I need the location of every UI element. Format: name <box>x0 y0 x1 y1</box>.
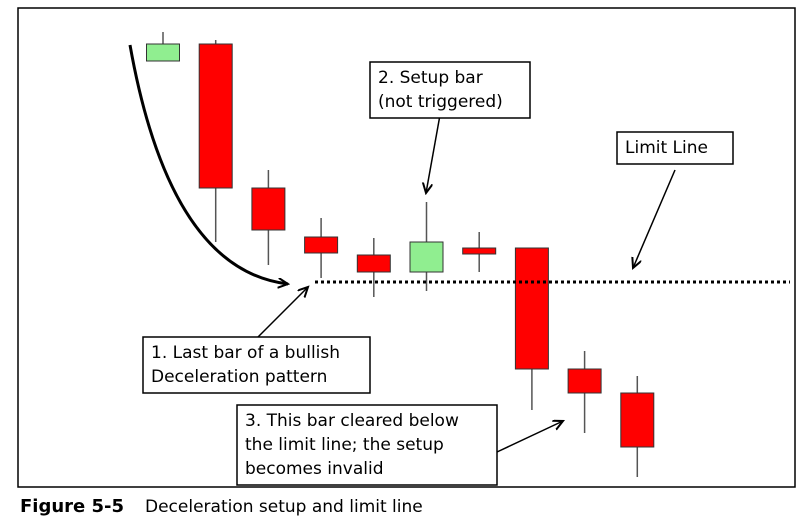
arrow <box>633 169 676 268</box>
candle-body <box>198 43 233 189</box>
annotation-text: the limit line; the setup <box>245 435 444 455</box>
annotation-box <box>142 336 371 394</box>
annotation-text: 3. This bar cleared below <box>245 411 459 431</box>
caption-label: Figure 5-5 <box>20 496 124 517</box>
annotation-box <box>236 404 498 486</box>
arrow <box>426 114 441 193</box>
arrow <box>257 287 308 338</box>
annotation-text: Limit Line <box>625 138 708 158</box>
arrow <box>496 421 563 453</box>
candle-body <box>567 368 602 394</box>
candle-body <box>462 247 497 255</box>
candle-body <box>146 43 180 62</box>
annotation-text: 1. Last bar of a bullish <box>151 343 340 363</box>
annotation-text: (not triggered) <box>378 92 503 112</box>
annotation-text: Deceleration pattern <box>151 367 327 387</box>
candle-body <box>304 236 339 254</box>
candle-body <box>514 247 549 370</box>
annotation-box <box>616 131 734 165</box>
annotation-box <box>369 61 531 119</box>
candle-body <box>251 187 286 231</box>
candle-body <box>409 241 444 273</box>
candle-body <box>356 254 391 273</box>
caption-text: Deceleration setup and limit line <box>145 497 423 517</box>
annotation-text: 2. Setup bar <box>378 68 483 88</box>
pattern-arrow <box>128 44 288 284</box>
candle-body <box>620 392 655 448</box>
annotation-text: becomes invalid <box>245 459 384 479</box>
